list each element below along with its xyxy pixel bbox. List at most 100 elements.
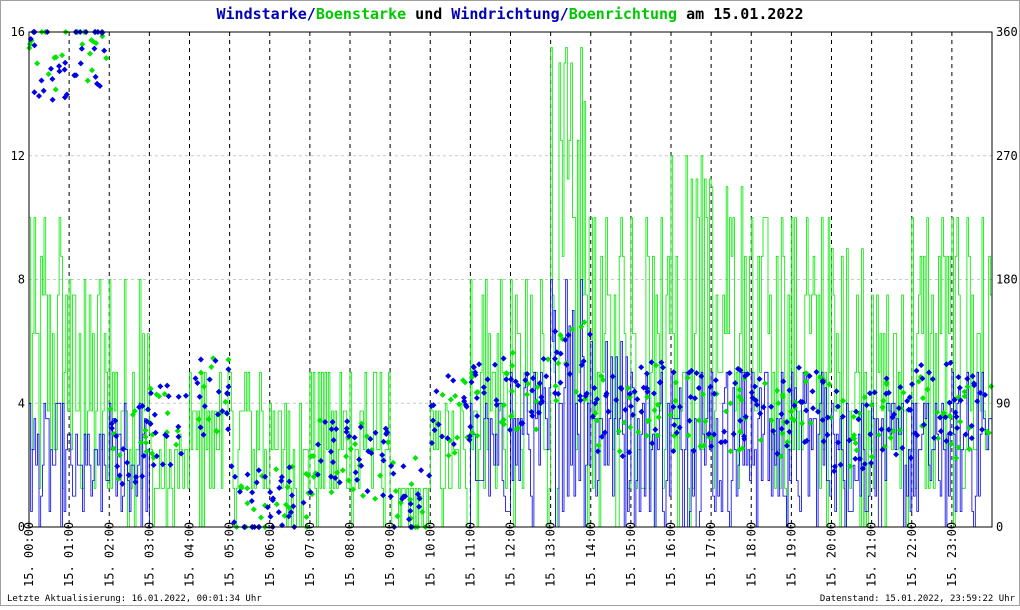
windrichtung-point [468,379,475,386]
boenrichtung-point [595,442,602,449]
windrichtung-point [390,470,397,477]
boenrichtung-point [807,420,814,426]
boenrichtung-point [452,393,459,399]
windrichtung-point [820,438,827,445]
windrichtung-point [480,384,487,391]
windrichtung-point [861,461,868,467]
windrichtung-point [159,461,166,468]
windrichtung-point [670,369,677,376]
windrichtung-point [466,433,473,440]
boenrichtung-point [847,463,853,470]
boenrichtung-point [853,447,860,454]
windrichtung-point [806,373,813,379]
windrichtung-point [929,376,936,383]
windrichtung-point [178,450,185,457]
windrichtung-point [450,441,457,448]
x-tick-label: 15. 11:00 [463,522,477,587]
windrichtung-point [815,408,821,415]
boenrichtung-point [851,435,858,442]
boenrichtung-point [934,409,941,416]
windrichtung-point [518,420,525,427]
windrichtung-point [977,389,984,396]
windrichtung-point [78,45,85,52]
windrichtung-point [343,425,350,432]
windrichtung-point [91,45,98,52]
windrichtung-point [626,449,633,456]
windrichtung-point [609,373,616,380]
boenrichtung-point [515,425,521,432]
boenrichtung-point [222,398,229,405]
windrichtung-point [971,382,978,389]
boenrichtung-point [915,378,922,385]
windrichtung-point [824,431,831,438]
windrichtung-point [433,388,440,395]
windrichtung-point-group [27,29,988,530]
boenrichtung-point [738,397,745,404]
windrichtung-point [152,429,159,436]
boenrichtung-point [394,513,401,520]
windrichtung-point [114,463,121,470]
boenrichtung-point [347,446,354,452]
boenrichtung-point [59,52,66,59]
boenrichtung-point [654,432,661,439]
boenrichtung-point [955,444,962,451]
windrichtung-point [175,393,182,400]
windrichtung-point [474,413,481,419]
windrichtung-point [907,454,914,461]
windrichtung-point [147,420,154,427]
windrichtung-point [799,399,806,405]
windrichtung-point [868,460,875,466]
windrichtung-point [692,395,698,402]
windrichtung-point [431,427,438,434]
boenrichtung-point [643,432,650,439]
x-tick-label: 15. 14:00 [584,522,598,587]
windrichtung-point [907,406,914,413]
boenrichtung-point [961,393,968,400]
windrichtung-point [225,426,232,433]
windrichtung-point [837,461,844,468]
boenrichtung-point [439,391,446,398]
boenrichtung-point [875,431,882,438]
windrichtung-point [741,435,748,442]
windrichtung-point [640,384,647,391]
boenrichtung-point [281,512,288,519]
chart-title: Windstarke/Boenstarke und Windrichtung/B… [216,5,803,23]
windrichtung-point [695,385,702,391]
windrichtung-point [192,375,199,382]
windrichtung-point [670,403,677,410]
boenrichtung-point [137,439,144,446]
windrichtung-point [183,392,189,399]
windrichtung-point [286,464,293,471]
windrichtung-point [307,489,314,496]
windrichtung-point [357,424,364,430]
windrichtung-point [591,385,598,391]
windrichtung-point [968,422,975,429]
windrichtung-point [803,437,810,444]
windrichtung-point [329,419,336,425]
boenrichtung-point [627,424,634,431]
windrichtung-point [913,367,920,374]
windrichtung-point [819,417,826,423]
windrichtung-point [31,42,38,49]
boenrichtung-point [672,397,679,404]
x-tick-label: 15. 00:00 [22,522,36,587]
boenrichtung-point [727,400,734,407]
boenrichtung-point [308,453,314,460]
boenrichtung-point [198,369,204,376]
boenrichtung-point [762,380,768,387]
boenrichtung-point [303,470,310,477]
windrichtung-point [387,493,394,500]
windrichtung-point [536,409,542,416]
windrichtung-point [264,504,271,511]
windrichtung-point [416,495,423,502]
windrichtung-point [400,463,407,470]
windrichtung-point [430,417,436,424]
boenrichtung-point [468,374,475,381]
windrichtung-point [249,489,256,496]
windrichtung-point [686,369,693,376]
boenrichtung-point [600,377,607,383]
boenrichtung-point [802,378,809,385]
windrichtung-point [831,468,838,475]
boenrichtung-point [779,430,786,437]
boenrichtung-point [851,432,858,439]
